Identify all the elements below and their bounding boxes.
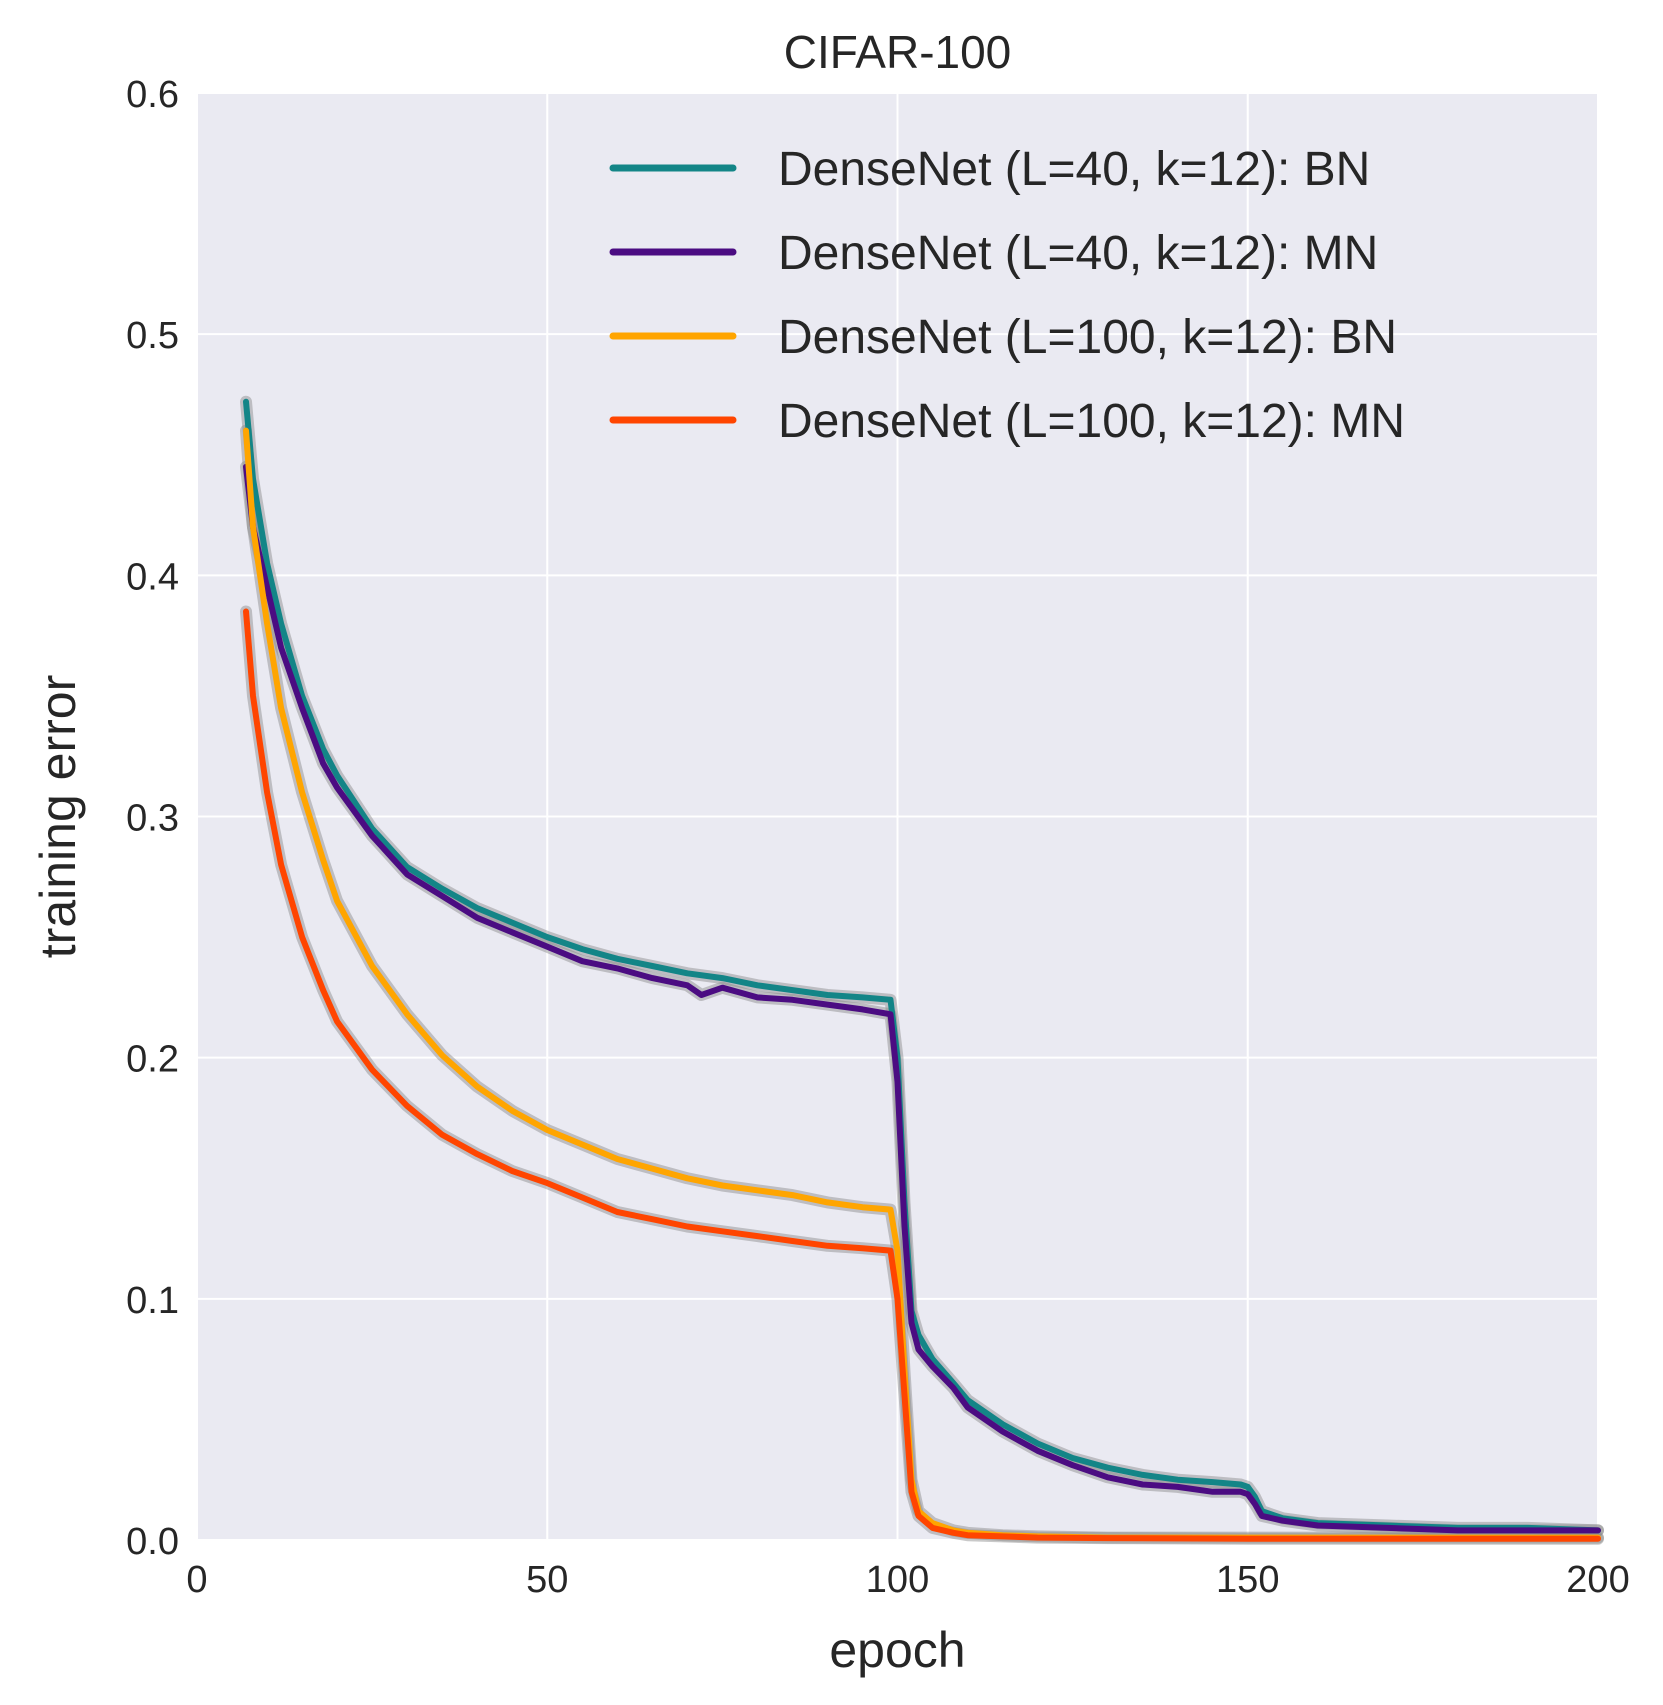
x-axis-label: epoch xyxy=(829,1622,965,1678)
y-tick-label: 0.5 xyxy=(126,315,179,357)
grid xyxy=(196,92,1599,1541)
x-tick-label: 150 xyxy=(1216,1559,1279,1601)
y-tick-label: 0.0 xyxy=(126,1521,179,1563)
x-tick-label: 0 xyxy=(186,1559,207,1601)
y-tick-label: 0.6 xyxy=(126,74,179,116)
legend-label: DenseNet (L=100, k=12): MN xyxy=(778,395,1405,448)
legend-label: DenseNet (L=40, k=12): BN xyxy=(778,143,1370,196)
legend: DenseNet (L=40, k=12): BN DenseNet (L=40,… xyxy=(609,143,1405,448)
x-tick-label: 200 xyxy=(1566,1559,1629,1601)
y-tick-label: 0.2 xyxy=(126,1039,179,1081)
y-axis-ticks: 0.0 0.1 0.2 0.3 0.4 0.5 0.6 xyxy=(126,74,179,1563)
series-line-densenet-l-100-k-12-mn xyxy=(243,608,1601,1542)
y-tick-label: 0.1 xyxy=(126,1280,179,1322)
y-axis-label: training error xyxy=(30,675,86,958)
series-line-densenet-l-40-k-12-mn xyxy=(243,463,1601,1534)
x-axis-ticks: 0 50 100 150 200 xyxy=(186,1559,1629,1601)
legend-label: DenseNet (L=100, k=12): BN xyxy=(778,311,1397,364)
x-tick-label: 50 xyxy=(526,1559,568,1601)
chart-title: CIFAR-100 xyxy=(784,26,1012,78)
x-tick-label: 100 xyxy=(866,1559,929,1601)
legend-label: DenseNet (L=40, k=12): MN xyxy=(778,227,1378,280)
y-tick-label: 0.3 xyxy=(126,798,179,840)
y-tick-label: 0.4 xyxy=(126,556,179,598)
series-lines xyxy=(243,398,1601,1542)
